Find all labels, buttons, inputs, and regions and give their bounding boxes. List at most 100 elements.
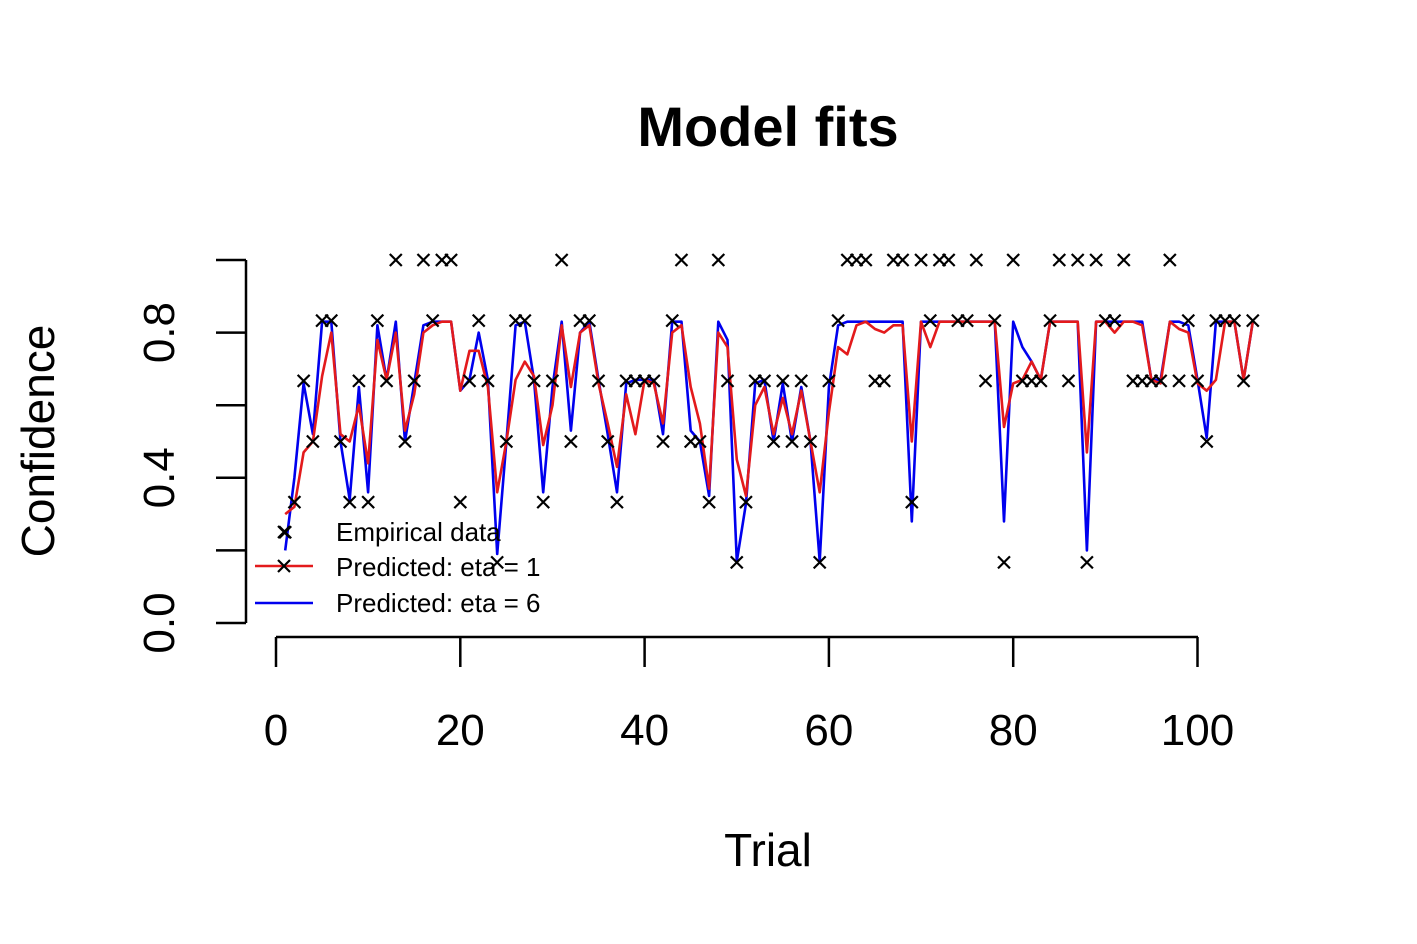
x-axis: 0 20 40 60 80 100 <box>264 635 1234 755</box>
data-point <box>352 374 366 388</box>
data-point <box>554 253 569 267</box>
legend-marker-x-icon <box>277 559 291 573</box>
data-point <box>693 434 707 449</box>
y-axis-label: Confidence <box>12 325 64 558</box>
data-point <box>665 313 680 328</box>
legend-label: Predicted: eta = 1 <box>336 552 541 582</box>
data-point <box>1227 313 1242 328</box>
data-point <box>647 374 661 388</box>
data-point <box>1034 374 1048 388</box>
data-point <box>960 313 974 328</box>
data-point <box>536 495 551 509</box>
data-point <box>997 555 1011 570</box>
data-point <box>518 313 532 328</box>
data-point <box>527 374 541 388</box>
data-point <box>656 434 670 449</box>
y-tick-label: 0.4 <box>135 447 184 508</box>
data-point <box>923 313 938 328</box>
data-point <box>1006 253 1020 267</box>
data-point <box>1052 253 1067 267</box>
data-point <box>407 374 422 388</box>
data-point <box>1089 253 1103 267</box>
data-point <box>490 555 504 570</box>
data-point <box>1070 253 1085 267</box>
data-point <box>306 434 320 449</box>
data-point <box>416 253 431 267</box>
data-point <box>296 374 311 388</box>
data-point <box>1199 434 1214 449</box>
x-tick-label: 20 <box>436 706 485 755</box>
data-point <box>877 374 891 388</box>
x-tick-label: 100 <box>1161 706 1234 755</box>
data-point <box>324 313 339 328</box>
data-point <box>1246 313 1260 328</box>
empirical-points <box>278 253 1260 570</box>
data-point <box>600 434 615 449</box>
data-point <box>822 374 836 388</box>
data-point <box>1080 555 1094 570</box>
data-point <box>785 434 799 449</box>
x-tick-label: 80 <box>989 706 1038 755</box>
data-point <box>895 253 910 267</box>
data-point <box>462 374 477 388</box>
data-point <box>858 253 873 267</box>
data-point <box>1181 313 1196 328</box>
data-point <box>803 434 818 449</box>
legend-item-eta-1: Predicted: eta = 1 <box>255 552 541 582</box>
data-point <box>757 374 772 388</box>
data-point <box>444 253 458 267</box>
data-point <box>453 495 468 509</box>
data-point <box>1107 313 1122 328</box>
data-point <box>582 313 597 328</box>
data-point <box>1190 374 1205 388</box>
data-point <box>591 374 606 388</box>
series-line-eta-1 <box>284 320 1255 516</box>
data-point <box>499 434 514 449</box>
data-point <box>379 374 394 388</box>
data-point <box>389 253 403 267</box>
data-point <box>978 374 993 388</box>
legend-label: Predicted: eta = 6 <box>336 588 541 618</box>
data-point <box>333 434 348 449</box>
data-point <box>287 495 302 509</box>
data-point <box>729 555 744 570</box>
data-point <box>398 434 412 449</box>
data-point <box>720 374 735 388</box>
data-point <box>564 434 578 449</box>
data-point <box>1236 374 1251 388</box>
data-point <box>1163 253 1177 267</box>
data-point <box>794 374 809 388</box>
y-axis-ticks: 0.0 0.4 0.8 <box>135 258 246 654</box>
legend-item-empirical: Empirical data <box>277 517 501 547</box>
data-point <box>969 253 984 267</box>
x-axis-ticks: 0 20 40 60 80 100 <box>264 637 1234 755</box>
data-point <box>1153 374 1168 388</box>
data-point <box>1117 253 1131 267</box>
x-tick-label: 0 <box>264 706 288 755</box>
y-axis: 0.0 0.4 0.8 <box>135 258 248 654</box>
data-point <box>370 313 385 328</box>
data-point <box>1061 374 1076 388</box>
data-point <box>481 374 495 388</box>
chart-title: Model fits <box>637 95 898 158</box>
data-point <box>812 555 827 570</box>
data-point <box>471 313 486 328</box>
legend-marker-x-icon <box>277 525 291 539</box>
data-point <box>766 434 781 449</box>
legend-item-eta-6: Predicted: eta = 6 <box>255 588 541 618</box>
legend: Empirical data Predicted: eta = 1 Predic… <box>255 517 541 618</box>
legend-label: Empirical data <box>336 517 501 547</box>
data-point <box>905 495 919 509</box>
data-point <box>711 253 726 267</box>
data-point <box>1172 374 1186 388</box>
data-point <box>914 253 928 267</box>
x-tick-label: 60 <box>804 706 853 755</box>
data-point <box>987 313 1002 328</box>
data-point <box>941 253 956 267</box>
data-point <box>1043 313 1057 328</box>
plot-series <box>278 253 1260 570</box>
y-tick-label: 0.8 <box>135 302 184 363</box>
data-point <box>610 495 624 509</box>
x-tick-label: 40 <box>620 706 669 755</box>
